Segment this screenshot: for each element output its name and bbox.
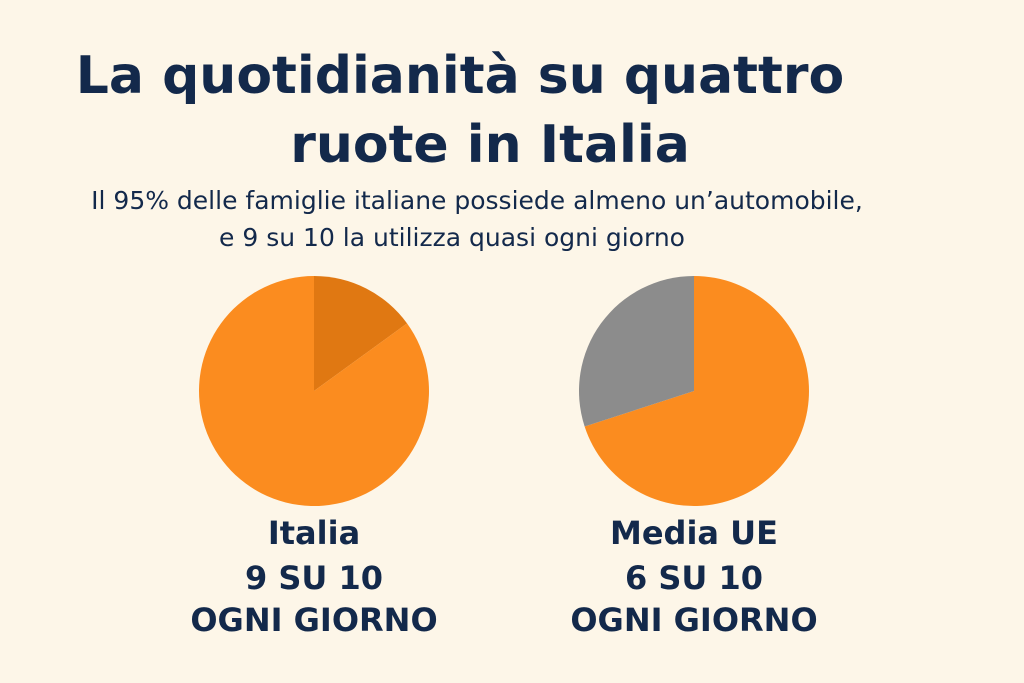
pie-slice <box>198 276 429 506</box>
pie-title: Italia <box>268 514 360 552</box>
pie-slice <box>314 276 408 391</box>
pie-slice <box>578 276 694 427</box>
title-line: La quotidianità su quattro <box>76 46 845 106</box>
title-line: ruote in Italia <box>290 115 690 175</box>
pie-caption: OGNI GIORNO <box>190 601 437 639</box>
pie-caption: OGNI GIORNO <box>570 601 817 639</box>
pie-title: Media UE <box>610 514 778 552</box>
pie-caption: 9 SU 10 <box>245 559 383 597</box>
pie-slice <box>584 276 809 506</box>
subtitle-line: e 9 su 10 la utilizza quasi ogni giorno <box>219 223 685 252</box>
pie-caption: 6 SU 10 <box>625 559 763 597</box>
subtitle-line: Il 95% delle famiglie italiane possiede … <box>91 186 863 215</box>
